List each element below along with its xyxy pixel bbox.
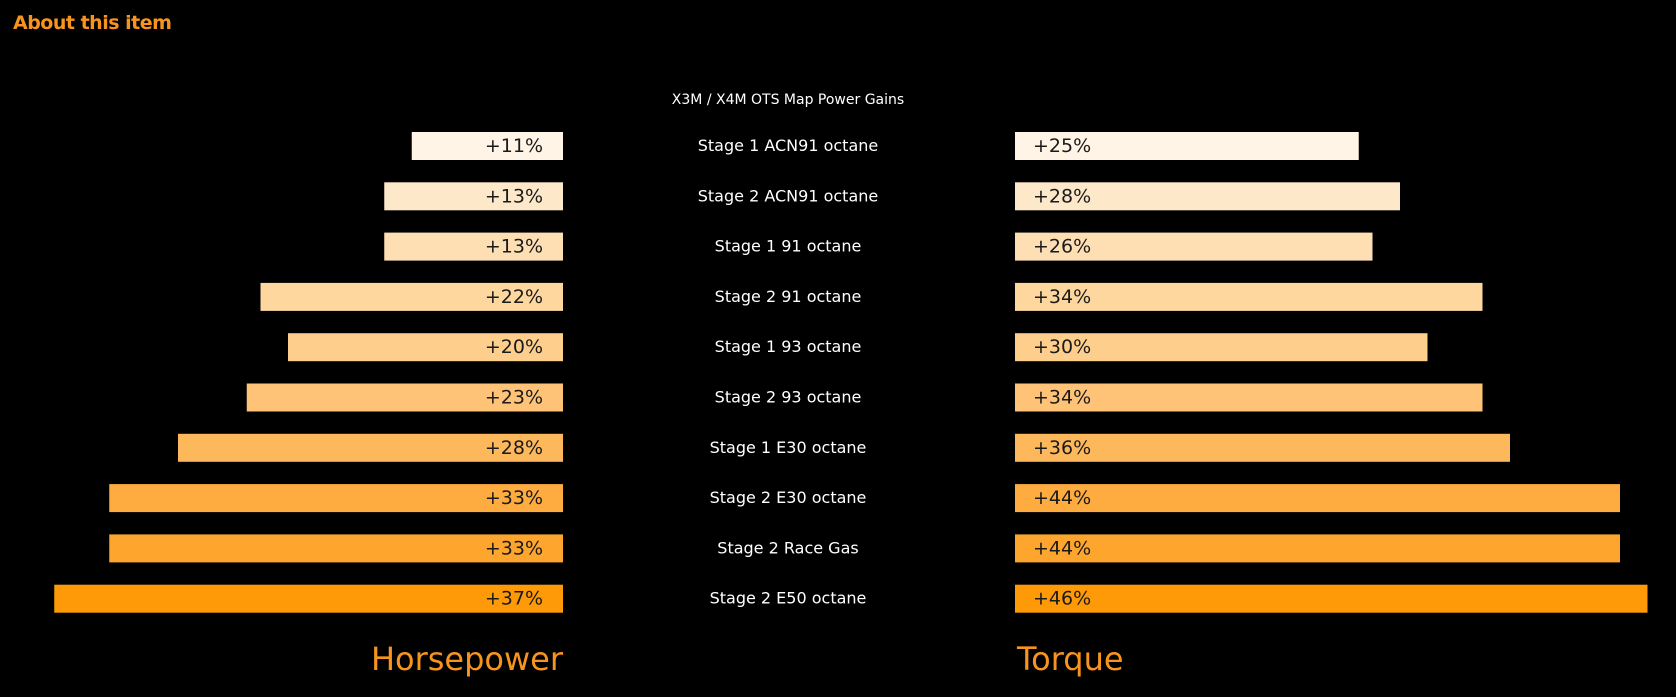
horsepower-bar	[288, 333, 563, 362]
horsepower-bar-label: +33%	[485, 537, 543, 559]
horsepower-bar	[411, 132, 563, 160]
torque-bar	[1015, 232, 1373, 261]
category-label: Stage 2 ACN91 octane	[698, 186, 878, 205]
horsepower-bar-label: +23%	[485, 387, 543, 409]
torque-bar-label: +26%	[1033, 236, 1091, 258]
torque-bar	[1015, 484, 1620, 513]
horsepower-bar	[246, 383, 563, 412]
torque-bar	[1015, 584, 1648, 613]
category-label: Stage 2 93 octane	[715, 388, 862, 407]
category-label: Stage 1 ACN91 octane	[698, 136, 878, 155]
horsepower-bar-label: +13%	[485, 236, 543, 258]
horsepower-bar	[178, 433, 563, 462]
chart-title: X3M / X4M OTS Map Power Gains	[672, 92, 904, 108]
horsepower-bar	[54, 584, 563, 613]
torque-bar-label: +44%	[1033, 537, 1091, 559]
horsepower-bar	[109, 484, 563, 513]
torque-bar	[1015, 132, 1359, 160]
torque-bar-label: +44%	[1033, 487, 1091, 509]
horsepower-bar-label: +20%	[485, 336, 543, 358]
torque-bar	[1015, 383, 1483, 412]
category-label: Stage 2 E50 octane	[710, 589, 867, 608]
torque-bar	[1015, 282, 1483, 311]
category-label: Stage 2 91 octane	[715, 287, 862, 306]
torque-bar-label: +34%	[1033, 286, 1091, 308]
horsepower-bar-label: +11%	[485, 135, 543, 157]
horsepower-bar	[109, 534, 563, 563]
horsepower-bar-label: +37%	[485, 588, 543, 610]
torque-bar-label: +36%	[1033, 437, 1091, 459]
torque-bar-label: +25%	[1033, 135, 1091, 157]
horsepower-bar	[384, 232, 563, 261]
category-label: Stage 2 E30 octane	[710, 488, 867, 507]
category-label: Stage 1 E30 octane	[710, 438, 867, 457]
category-label: Stage 2 Race Gas	[717, 538, 858, 557]
category-label: Stage 1 93 octane	[715, 337, 862, 356]
horsepower-bar	[260, 282, 563, 311]
torque-bar	[1015, 182, 1400, 211]
section-heading: About this item	[13, 12, 172, 34]
torque-bar	[1015, 534, 1620, 563]
torque-bar-label: +46%	[1033, 588, 1091, 610]
torque-bar-label: +34%	[1033, 387, 1091, 409]
torque-bar	[1015, 333, 1428, 362]
horsepower-series-label: Horsepower	[371, 640, 564, 678]
torque-bar-label: +28%	[1033, 185, 1091, 207]
horsepower-bar-label: +28%	[485, 437, 543, 459]
torque-bar	[1015, 433, 1510, 462]
torque-bar-label: +30%	[1033, 336, 1091, 358]
horsepower-bar-label: +13%	[485, 185, 543, 207]
torque-series-label: Torque	[1016, 640, 1124, 678]
horsepower-bar-label: +22%	[485, 286, 543, 308]
category-label: Stage 1 91 octane	[715, 237, 862, 256]
horsepower-bar-label: +33%	[485, 487, 543, 509]
horsepower-bar	[384, 182, 563, 211]
